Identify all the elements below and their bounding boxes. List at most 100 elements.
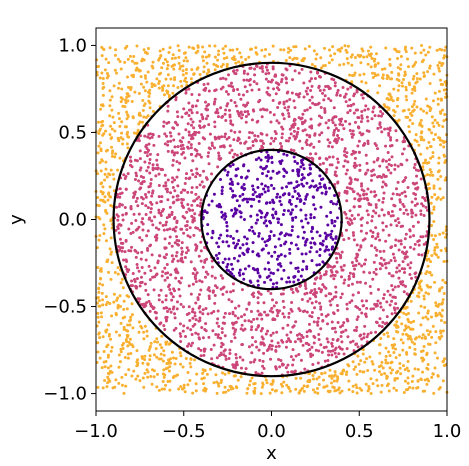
data-point <box>175 175 179 179</box>
data-point <box>205 211 209 215</box>
data-point <box>147 299 151 303</box>
data-point <box>311 374 315 378</box>
data-point <box>233 336 237 340</box>
data-point <box>283 254 287 258</box>
data-point <box>155 385 159 389</box>
data-point <box>168 388 172 392</box>
data-point <box>432 237 436 241</box>
data-point <box>96 172 100 176</box>
data-point <box>362 336 366 340</box>
data-point <box>136 363 140 367</box>
data-point <box>366 187 370 191</box>
data-point <box>146 293 150 297</box>
data-point <box>257 88 261 92</box>
data-point <box>237 137 241 141</box>
data-point <box>354 329 358 333</box>
data-point <box>358 307 362 311</box>
data-point <box>254 340 258 344</box>
data-point <box>234 72 238 76</box>
y-tick-label: −1.0 <box>43 384 87 405</box>
data-point <box>279 358 283 362</box>
data-point <box>173 189 177 193</box>
data-point <box>436 97 440 101</box>
data-point <box>118 195 122 199</box>
data-point <box>167 285 171 289</box>
data-point <box>264 378 268 382</box>
data-point <box>179 354 183 358</box>
data-point <box>138 168 142 172</box>
data-point <box>99 107 103 111</box>
data-point <box>417 335 421 339</box>
data-point <box>207 70 211 74</box>
data-point <box>413 89 417 92</box>
data-point <box>175 307 179 311</box>
data-point <box>176 184 180 188</box>
data-point <box>359 217 363 221</box>
data-point <box>381 320 385 324</box>
data-point <box>305 385 309 389</box>
data-point <box>391 192 395 196</box>
data-point <box>392 386 396 390</box>
data-point <box>415 72 419 76</box>
data-point <box>179 64 183 68</box>
data-point <box>336 160 340 164</box>
data-point <box>368 284 372 288</box>
data-point <box>234 61 238 65</box>
data-point <box>96 265 100 269</box>
data-point <box>170 298 174 302</box>
data-point <box>132 369 136 373</box>
data-point <box>172 67 176 71</box>
data-point <box>215 391 219 395</box>
data-point <box>387 350 391 354</box>
data-point <box>140 238 144 242</box>
data-point <box>290 91 294 95</box>
data-point <box>147 190 151 194</box>
data-point <box>125 267 129 271</box>
data-point <box>125 307 129 311</box>
data-point <box>225 173 229 177</box>
data-point <box>179 144 183 148</box>
data-point <box>192 199 196 203</box>
data-point <box>194 130 198 134</box>
data-point <box>156 153 160 157</box>
data-point <box>212 192 216 196</box>
data-point <box>417 291 421 295</box>
data-point <box>187 130 191 134</box>
data-point <box>119 321 123 325</box>
data-point <box>104 149 108 153</box>
data-point <box>260 385 264 389</box>
data-point <box>342 164 346 168</box>
data-point <box>329 99 333 103</box>
data-point <box>288 389 292 393</box>
data-point <box>345 216 349 220</box>
data-point <box>277 254 281 258</box>
data-point <box>256 283 260 287</box>
data-point <box>293 118 297 122</box>
data-point <box>138 297 142 301</box>
data-point <box>332 386 336 390</box>
data-point <box>216 58 220 62</box>
data-point <box>365 161 369 165</box>
data-point <box>296 235 300 239</box>
data-point <box>211 289 215 293</box>
data-point <box>174 254 178 258</box>
data-point <box>248 379 252 383</box>
data-point <box>232 374 236 378</box>
data-point <box>329 268 333 272</box>
data-point <box>441 196 445 200</box>
data-point <box>250 293 254 297</box>
data-point <box>346 335 350 339</box>
data-point <box>333 241 337 245</box>
data-point <box>159 357 163 361</box>
data-point <box>251 241 255 245</box>
data-point <box>101 192 105 196</box>
data-point <box>444 247 448 251</box>
data-point <box>427 140 431 144</box>
data-point <box>432 72 436 76</box>
data-point <box>329 200 333 204</box>
data-point <box>377 214 381 218</box>
data-point <box>96 341 100 345</box>
data-point <box>425 382 429 386</box>
data-point <box>304 239 308 243</box>
data-point <box>300 219 304 223</box>
